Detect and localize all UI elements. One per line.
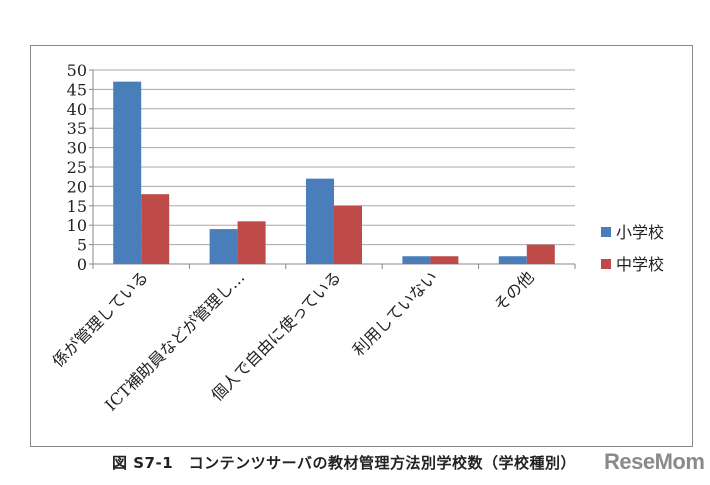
y-tick-label: 35 <box>67 119 87 138</box>
bar-中学校-5 <box>526 244 555 264</box>
resemom-logo: ReseMom <box>604 449 705 474</box>
y-tick-label: 40 <box>67 100 87 119</box>
chart-title: 図 S7-1 コンテンツサーバの教材管理方法別学校数（学校種別） <box>112 454 576 472</box>
legend-swatch <box>601 227 611 237</box>
y-tick-label: 25 <box>67 158 87 177</box>
y-tick-label: 0 <box>77 255 87 274</box>
legend-swatch <box>601 259 611 269</box>
y-tick-label: 45 <box>67 80 87 99</box>
bar-小学校-4 <box>402 256 431 264</box>
bar-中学校-1 <box>141 194 170 264</box>
x-tick-label: その他 <box>490 267 537 314</box>
bar-小学校-5 <box>498 256 527 264</box>
y-tick-label: 20 <box>67 177 87 196</box>
y-tick-label: 10 <box>67 216 87 235</box>
bar-小学校-2 <box>209 229 238 264</box>
y-tick-label: 50 <box>67 61 87 80</box>
x-tick-label: 係が管理している <box>48 267 152 371</box>
bar-小学校-3 <box>306 178 334 264</box>
legend-label: 中学校 <box>616 255 664 274</box>
y-tick-label: 5 <box>77 236 87 255</box>
bar-小学校-1 <box>113 81 142 264</box>
chart-frame <box>30 45 693 447</box>
x-tick-label: 利用していない <box>349 267 441 359</box>
y-tick-label: 30 <box>67 139 87 158</box>
legend-label: 小学校 <box>616 223 664 242</box>
bar-中学校-3 <box>334 205 362 264</box>
bar-中学校-2 <box>237 221 266 264</box>
y-tick-label: 15 <box>67 197 87 216</box>
bar-中学校-4 <box>430 256 459 264</box>
